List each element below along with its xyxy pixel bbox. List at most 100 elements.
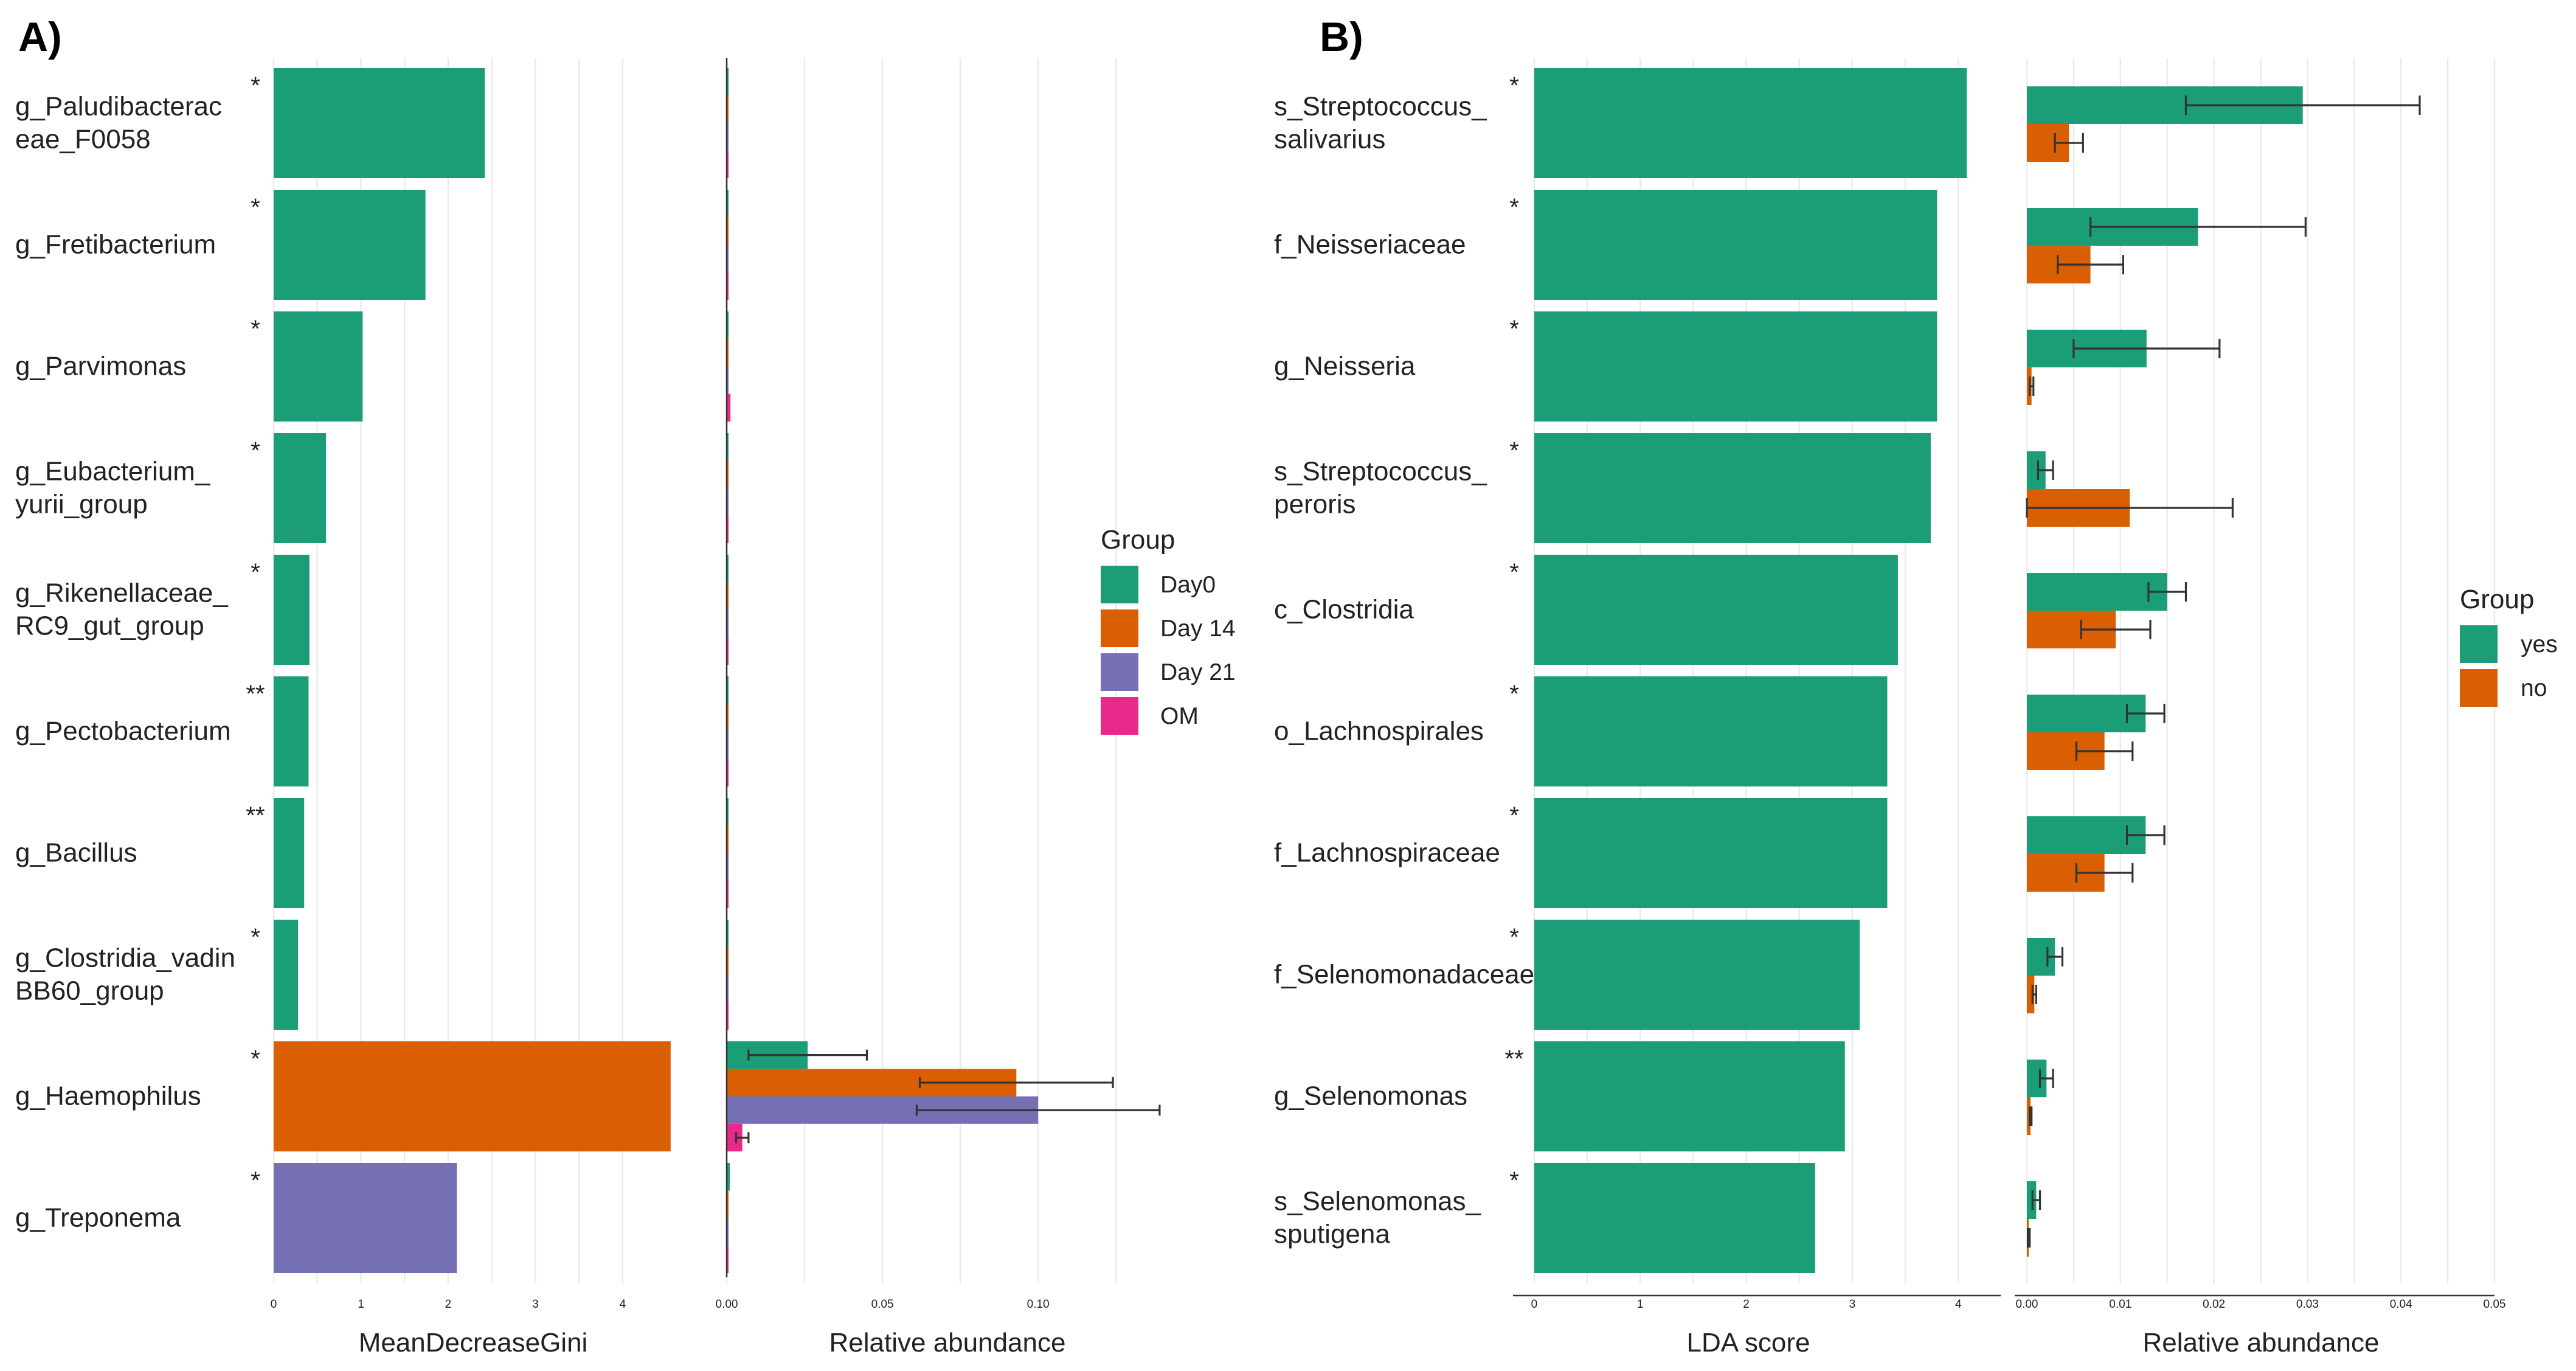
b-abundance-tick-label: 0.05 xyxy=(2484,1298,2506,1311)
lda-bar xyxy=(1534,190,1937,300)
a-abundance-tick-label: 0.10 xyxy=(1027,1298,1050,1311)
category-label: g_Fretibacterium xyxy=(15,230,216,260)
significance-marker: * xyxy=(1509,802,1519,829)
importance-bar xyxy=(274,311,363,422)
b-lda-tick-label: 0 xyxy=(1531,1298,1538,1311)
a-abundance-tick-label: 0.00 xyxy=(716,1298,738,1311)
abundance-bar xyxy=(727,758,729,786)
category-label: BB60_group xyxy=(15,976,164,1006)
lda-bar xyxy=(1534,1163,1815,1273)
abundance-bar xyxy=(727,433,729,461)
abundance-bar xyxy=(727,880,729,908)
category-label: g_Neisseria xyxy=(1274,352,1416,381)
legend-swatch xyxy=(2460,625,2498,663)
category-label: yurii_group xyxy=(15,490,148,519)
abundance-bar xyxy=(727,798,729,826)
lda-bar xyxy=(1534,1041,1845,1151)
significance-marker: * xyxy=(251,924,260,951)
abundance-bar xyxy=(2027,573,2167,611)
lda-bar xyxy=(1534,311,1937,422)
abundance-bar xyxy=(2027,816,2146,854)
category-label: g_Selenomonas xyxy=(1274,1081,1467,1111)
abundance-bar xyxy=(727,920,729,948)
legend-label: Day 21 xyxy=(1160,659,1236,686)
category-label: c_Clostridia xyxy=(1274,595,1414,625)
significance-marker: * xyxy=(1509,559,1519,586)
abundance-bar xyxy=(727,150,729,178)
category-label: eae_F0058 xyxy=(15,125,151,154)
legend-swatch xyxy=(2460,669,2498,707)
category-label: g_Rikenellaceae_ xyxy=(15,578,228,608)
abundance-bar xyxy=(727,272,729,300)
abundance-bar xyxy=(727,460,729,488)
significance-marker: * xyxy=(1509,437,1519,464)
significance-marker: * xyxy=(251,72,260,99)
significance-marker: * xyxy=(251,559,260,586)
lda-bar xyxy=(1534,68,1967,178)
abundance-bar xyxy=(727,217,729,245)
x-axis-title: Relative abundance xyxy=(2143,1328,2380,1358)
b-lda-tick-label: 1 xyxy=(1637,1298,1644,1311)
significance-marker: * xyxy=(1509,316,1519,342)
category-label: s_Streptococcus_ xyxy=(1274,92,1487,122)
a-importance-tick-label: 3 xyxy=(532,1298,539,1311)
abundance-bar xyxy=(727,95,729,123)
a-importance-tick-label: 4 xyxy=(620,1298,626,1311)
abundance-bar xyxy=(727,731,729,759)
abundance-bar xyxy=(2027,695,2146,732)
legend-label: Day0 xyxy=(1160,572,1216,598)
category-label: f_Neisseriaceae xyxy=(1274,230,1466,260)
a-importance-tick-label: 0 xyxy=(271,1298,277,1311)
lda-bar xyxy=(1534,433,1931,543)
abundance-bar xyxy=(727,947,729,975)
category-label: g_Pectobacterium xyxy=(15,717,231,746)
category-label: g_Eubacterium_ xyxy=(15,457,210,487)
abundance-bar xyxy=(727,637,729,665)
b-abundance-tick-label: 0.04 xyxy=(2390,1298,2412,1311)
importance-bar xyxy=(274,555,310,665)
abundance-bar xyxy=(727,488,729,516)
significance-marker: * xyxy=(251,316,260,342)
abundance-bar xyxy=(727,515,729,543)
abundance-bar xyxy=(727,704,729,732)
significance-marker: ** xyxy=(246,802,265,829)
importance-bar xyxy=(274,1163,457,1273)
category-label: salivarius xyxy=(1274,125,1385,154)
category-label: f_Lachnospiraceae xyxy=(1274,838,1500,868)
legend-label: Day 14 xyxy=(1160,616,1236,642)
lda-bar xyxy=(1534,555,1898,665)
a-importance-tick-label: 1 xyxy=(358,1298,364,1311)
x-axis-title: MeanDecreaseGini xyxy=(359,1328,588,1358)
x-axis-title: LDA score xyxy=(1687,1328,1810,1358)
legend-swatch xyxy=(1101,697,1138,735)
significance-marker: * xyxy=(1509,72,1519,99)
significance-marker: * xyxy=(251,1046,260,1072)
abundance-bar xyxy=(727,339,729,367)
legend-swatch xyxy=(1101,566,1138,603)
significance-marker: * xyxy=(251,437,260,464)
abundance-bar xyxy=(727,609,729,637)
b-lda-tick-label: 2 xyxy=(1743,1298,1750,1311)
panel-label-b: B) xyxy=(1320,14,1363,60)
category-label: sputigena xyxy=(1274,1220,1390,1249)
abundance-bar xyxy=(727,190,729,218)
importance-bar xyxy=(274,190,426,300)
b-abundance-tick-label: 0.02 xyxy=(2203,1298,2225,1311)
category-label: peroris xyxy=(1274,490,1356,519)
category-label: RC9_gut_group xyxy=(15,611,204,641)
b-abundance-tick-label: 0.00 xyxy=(2016,1298,2038,1311)
legend-swatch xyxy=(1101,653,1138,691)
category-label: g_Parvimonas xyxy=(15,352,186,381)
importance-bar xyxy=(274,433,327,543)
abundance-bar xyxy=(727,555,729,583)
significance-marker: ** xyxy=(246,681,265,707)
importance-bar xyxy=(274,68,485,178)
abundance-bar xyxy=(727,1218,729,1246)
abundance-bar xyxy=(727,582,729,610)
b-lda-tick-label: 3 xyxy=(1849,1298,1856,1311)
abundance-bar xyxy=(727,123,729,151)
significance-marker: * xyxy=(1509,194,1519,221)
abundance-bar xyxy=(727,311,729,339)
panel-label-a: A) xyxy=(18,14,62,60)
